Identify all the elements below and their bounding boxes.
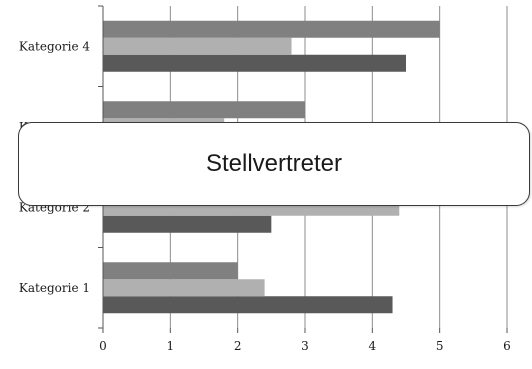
x-tick-label: 0 bbox=[99, 339, 107, 353]
x-tick-label: 2 bbox=[234, 339, 242, 353]
bar-kategorie-4-s1 bbox=[103, 54, 406, 72]
bar-kategorie-1-s3 bbox=[103, 262, 238, 280]
x-tick-label: 1 bbox=[167, 339, 175, 353]
x-tick-label: 3 bbox=[301, 339, 309, 353]
bar-kategorie-1-s2 bbox=[103, 279, 265, 297]
category-label: Kategorie 4 bbox=[19, 39, 90, 53]
bar-kategorie-2-s1 bbox=[103, 215, 272, 233]
bar-kategorie-3-s3 bbox=[103, 101, 305, 119]
category-label: Kategorie 1 bbox=[19, 281, 90, 295]
bar-kategorie-4-s3 bbox=[103, 20, 440, 38]
placeholder-label: Stellvertreter bbox=[205, 150, 343, 177]
bar-kategorie-4-s2 bbox=[103, 37, 292, 55]
x-tick-label: 5 bbox=[436, 339, 444, 353]
placeholder-callout[interactable]: Stellvertreter bbox=[18, 122, 530, 206]
x-tick-label: 6 bbox=[503, 339, 511, 353]
x-tick-label: 4 bbox=[369, 339, 377, 353]
bar-kategorie-1-s1 bbox=[103, 296, 393, 314]
